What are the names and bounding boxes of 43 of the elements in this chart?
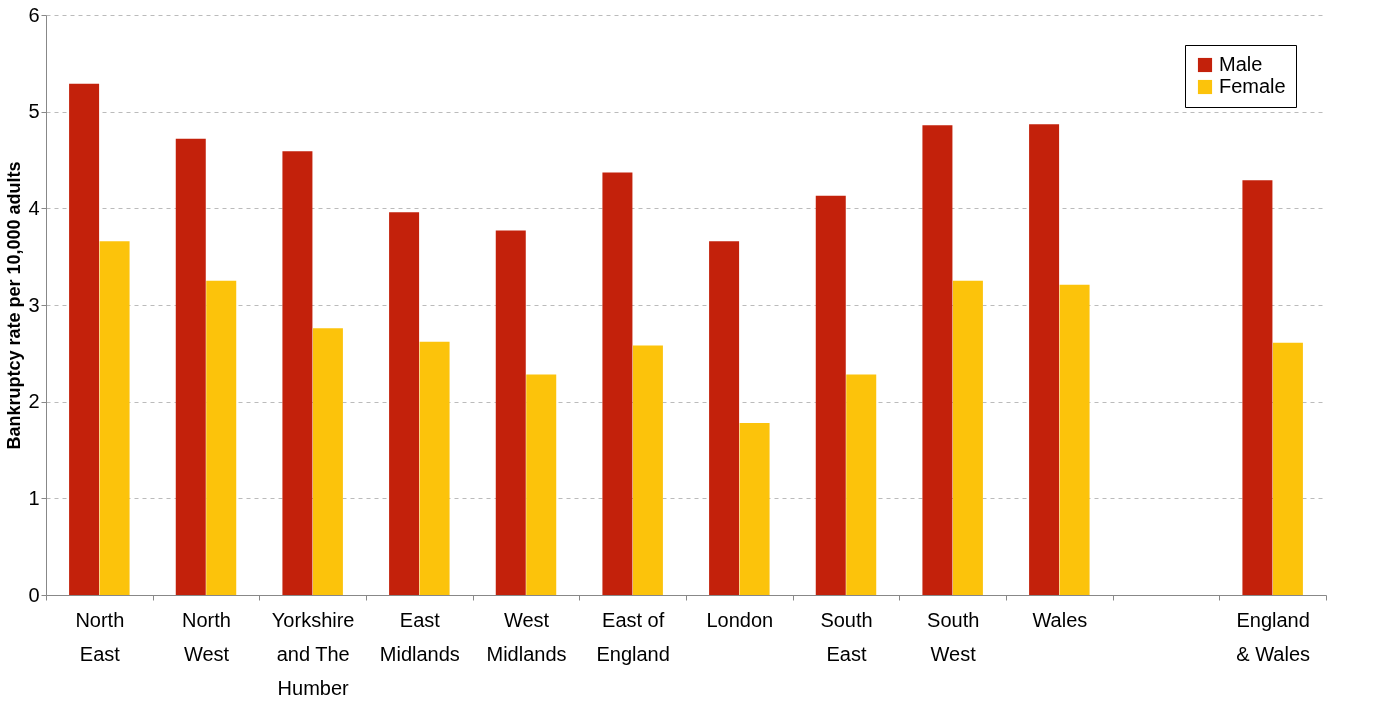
bar <box>389 212 420 595</box>
bar <box>206 280 237 595</box>
bar <box>99 241 130 595</box>
x-tick-label: London <box>706 608 774 631</box>
x-tick-label: East of England <box>596 608 670 665</box>
bar <box>1242 180 1273 595</box>
bar <box>69 83 100 595</box>
bar <box>419 341 450 595</box>
bar <box>739 422 770 595</box>
legend-label: Male <box>1219 53 1263 75</box>
bar <box>846 374 877 595</box>
bar <box>632 345 663 595</box>
bar <box>922 125 953 595</box>
bar <box>175 138 206 595</box>
bar <box>312 328 343 595</box>
bar <box>526 374 557 595</box>
y-tick-label: 0 <box>28 583 40 606</box>
bar <box>1029 124 1060 595</box>
bar <box>1059 284 1090 595</box>
legend-label: Female <box>1219 75 1286 97</box>
x-tick-label: North West <box>182 608 231 665</box>
y-tick-label: 3 <box>28 293 40 316</box>
y-tick-label: 2 <box>28 390 40 413</box>
x-tick-label: Wales <box>1032 608 1088 631</box>
x-tick-label: North East <box>75 608 125 665</box>
y-tick-label: 5 <box>28 100 40 123</box>
x-tick-label: West Midlands <box>486 608 567 665</box>
x-tick-label: South West <box>927 608 980 665</box>
y-tick-label: 6 <box>28 3 40 26</box>
x-tick-label: Yorkshire and The Humber <box>271 608 355 699</box>
bar <box>1272 342 1303 595</box>
bar <box>602 172 633 595</box>
x-tick-label: England & Wales <box>1236 608 1311 665</box>
x-tick-label: East Midlands <box>379 608 460 665</box>
y-axis-title: Bankruptcy rate per 10,000 adults <box>4 161 25 450</box>
bar <box>495 230 526 595</box>
bar <box>282 151 313 595</box>
x-tick-label: South East <box>820 608 873 665</box>
bar <box>709 241 740 595</box>
y-tick-label: 1 <box>28 486 40 509</box>
y-tick-label: 4 <box>28 196 40 219</box>
bar <box>952 280 983 595</box>
bar <box>815 195 846 595</box>
